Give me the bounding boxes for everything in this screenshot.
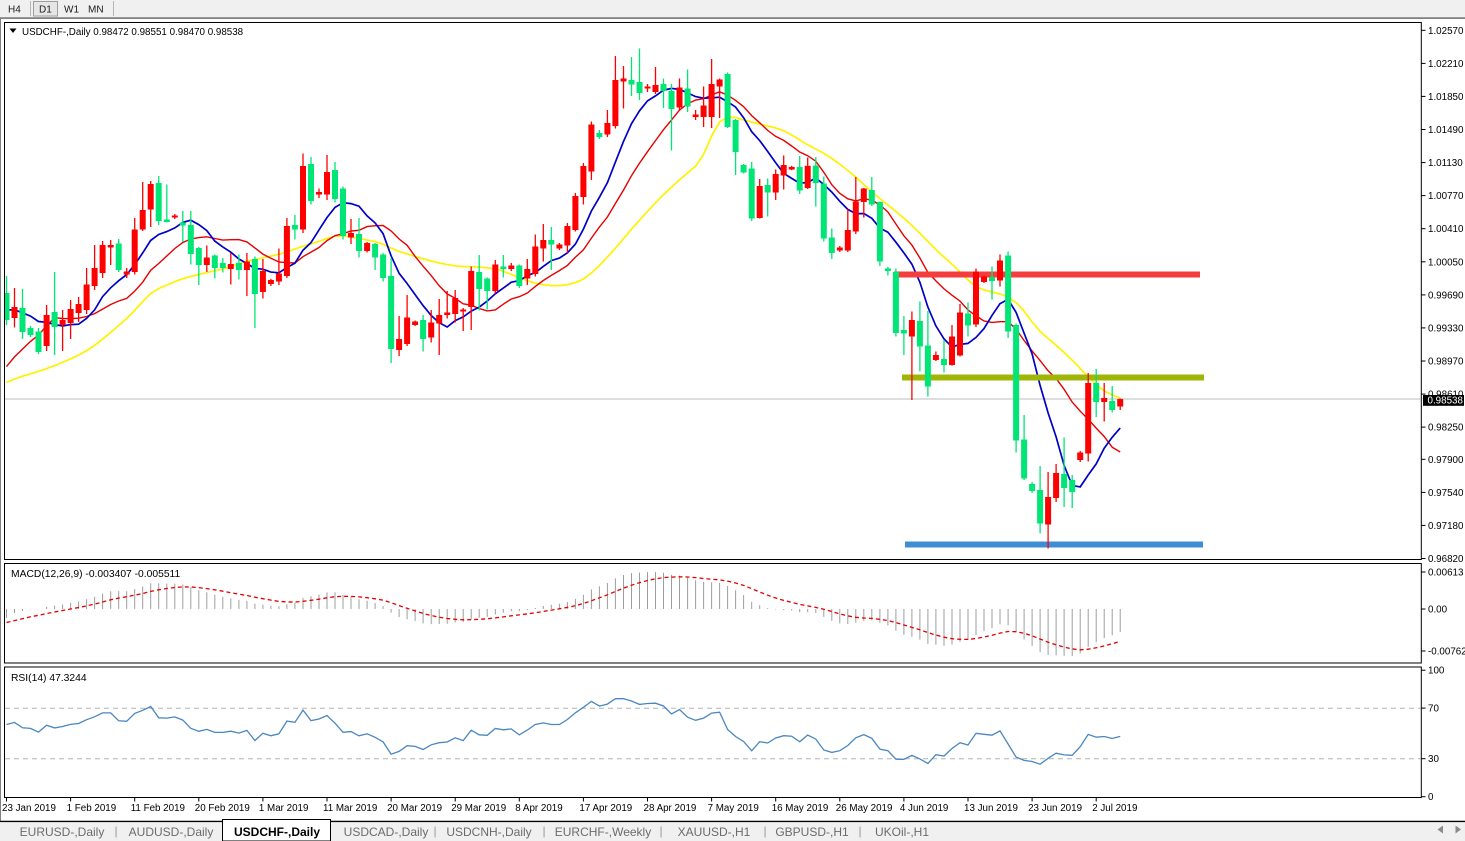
svg-text:1.00050: 1.00050 [1428, 257, 1464, 268]
svg-text:EURCHF-,Weekly: EURCHF-,Weekly [555, 825, 651, 839]
svg-text:|: | [763, 824, 766, 838]
svg-text:1.01130: 1.01130 [1428, 158, 1463, 169]
svg-text:0.98970: 0.98970 [1428, 357, 1464, 368]
svg-text:|: | [542, 824, 545, 838]
svg-text:7 May 2019: 7 May 2019 [708, 803, 759, 814]
svg-text:0.00: 0.00 [1428, 605, 1448, 616]
svg-text:USDCHF-,Daily 0.98472 0.98551: USDCHF-,Daily 0.98472 0.98551 0.98470 0.… [22, 27, 244, 38]
svg-text:UKOil-,H1: UKOil-,H1 [875, 825, 929, 839]
svg-text:D1: D1 [39, 5, 52, 16]
svg-text:|: | [858, 824, 861, 838]
svg-text:1.01850: 1.01850 [1428, 92, 1464, 103]
svg-text:1 Mar 2019: 1 Mar 2019 [259, 803, 309, 814]
svg-text:MN: MN [88, 5, 104, 16]
svg-text:0.98538: 0.98538 [1428, 396, 1464, 407]
svg-text:|: | [659, 824, 662, 838]
svg-text:20 Feb 2019: 20 Feb 2019 [195, 803, 250, 814]
svg-text:GBPUSD-,H1: GBPUSD-,H1 [775, 825, 849, 839]
svg-text:XAUUSD-,H1: XAUUSD-,H1 [678, 825, 751, 839]
svg-text:1.02210: 1.02210 [1428, 59, 1464, 70]
svg-text:|: | [114, 824, 117, 838]
svg-text:20 Mar 2019: 20 Mar 2019 [387, 803, 442, 814]
svg-text:1.00410: 1.00410 [1428, 224, 1464, 235]
svg-text:USDCHF-,Daily: USDCHF-,Daily [234, 825, 320, 839]
svg-text:USDCNH-,Daily: USDCNH-,Daily [446, 825, 531, 839]
svg-text:0: 0 [1428, 792, 1434, 803]
svg-text:|: | [433, 824, 436, 838]
svg-text:28 Apr 2019: 28 Apr 2019 [644, 803, 697, 814]
svg-text:8 Apr 2019: 8 Apr 2019 [515, 803, 562, 814]
svg-text:70: 70 [1428, 704, 1439, 715]
svg-text:2 Jul 2019: 2 Jul 2019 [1092, 803, 1137, 814]
svg-text:13 Jun 2019: 13 Jun 2019 [964, 803, 1018, 814]
svg-text:1 Feb 2019: 1 Feb 2019 [67, 803, 117, 814]
svg-text:23 Jan 2019: 23 Jan 2019 [2, 803, 56, 814]
svg-text:4 Jun 2019: 4 Jun 2019 [900, 803, 948, 814]
svg-text:0.97540: 0.97540 [1428, 488, 1464, 499]
svg-text:0.99690: 0.99690 [1428, 290, 1464, 301]
svg-text:23 Jun 2019: 23 Jun 2019 [1028, 803, 1082, 814]
svg-text:H4: H4 [8, 5, 21, 16]
svg-text:1.01490: 1.01490 [1428, 125, 1464, 136]
svg-text:0.99330: 0.99330 [1428, 323, 1464, 334]
svg-text:16 May 2019: 16 May 2019 [772, 803, 829, 814]
svg-text:0.00613: 0.00613 [1428, 568, 1464, 579]
svg-text:17 Apr 2019: 17 Apr 2019 [579, 803, 632, 814]
svg-text:AUDUSD-,Daily: AUDUSD-,Daily [129, 825, 214, 839]
svg-text:RSI(14) 47.3244: RSI(14) 47.3244 [11, 673, 87, 684]
svg-text:30: 30 [1428, 754, 1439, 765]
svg-text:W1: W1 [64, 5, 79, 16]
svg-text:1.00770: 1.00770 [1428, 191, 1464, 202]
svg-text:26 May 2019: 26 May 2019 [836, 803, 893, 814]
svg-text:MACD(12,26,9) -0.003407 -0.005: MACD(12,26,9) -0.003407 -0.005511 [11, 569, 181, 580]
svg-text:11 Mar 2019: 11 Mar 2019 [323, 803, 377, 814]
svg-text:USDCAD-,Daily: USDCAD-,Daily [344, 825, 429, 839]
svg-text:EURUSD-,Daily: EURUSD-,Daily [20, 825, 105, 839]
svg-text:-0.00762: -0.00762 [1428, 647, 1465, 658]
svg-text:11 Feb 2019: 11 Feb 2019 [131, 803, 185, 814]
svg-text:100: 100 [1428, 666, 1445, 677]
svg-text:29 Mar 2019: 29 Mar 2019 [451, 803, 506, 814]
svg-text:0.96820: 0.96820 [1428, 554, 1464, 565]
svg-text:0.98250: 0.98250 [1428, 423, 1464, 434]
svg-text:0.97900: 0.97900 [1428, 455, 1464, 466]
svg-text:1.02570: 1.02570 [1428, 26, 1464, 37]
svg-text:0.97180: 0.97180 [1428, 521, 1464, 532]
